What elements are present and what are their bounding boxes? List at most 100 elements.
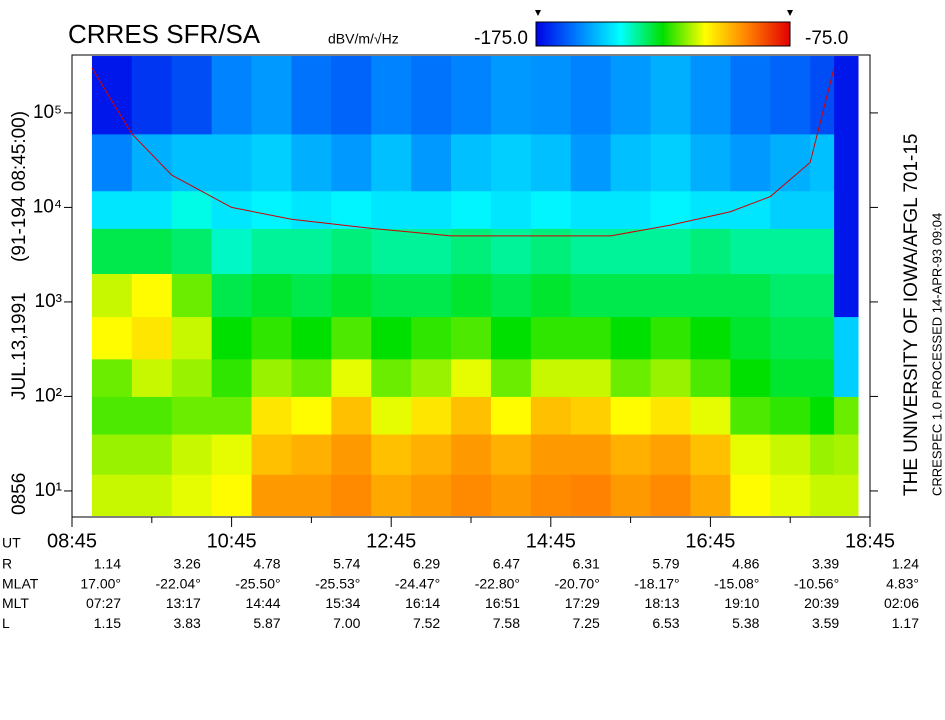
spectrogram-cell [211,396,253,435]
spectrogram-cell [570,474,612,516]
y-tick-label: 10⁵ [33,102,62,123]
spectrogram-cell [411,190,452,229]
spectrogram-cell [834,358,859,397]
spectrogram-cell [650,474,691,516]
ephemeris-value: 02:06 [884,595,919,611]
spectrogram-cell [570,273,612,318]
spectrogram-cell [211,474,253,516]
spectrogram-cell [131,228,173,274]
spectrogram-cell [730,56,771,135]
spectrogram-cell [451,474,492,516]
colorbar-swatch [770,22,773,46]
spectrogram-cell [770,358,811,397]
colorbar-swatch [646,22,649,46]
x-tick-label: 14:45 [526,530,576,552]
spectrogram-cell [211,434,253,475]
colorbar-swatch [576,22,579,46]
colorbar-swatch [690,22,693,46]
colorbar-swatch [566,22,569,46]
colorbar-swatch [538,22,541,46]
colorbar-swatch [590,22,593,46]
colorbar-swatch [546,22,549,46]
spectrogram-cell [291,434,332,475]
colorbar-swatch [678,22,681,46]
colorbar-swatch [650,22,653,46]
spectrogram-cell [834,56,859,135]
spectrogram-cell [451,190,492,229]
colorbar-swatch [660,22,663,46]
spectrogram-cell [834,396,859,435]
spectrogram-cell [251,434,292,475]
ephemeris-value: -10.56° [794,575,839,591]
colorbar-swatch [572,22,575,46]
x-tick-label: 16:45 [685,530,735,552]
colorbar-swatch [656,22,659,46]
spectrogram-cell [834,273,859,318]
ephemeris-value: 7.00 [333,615,360,631]
spectrogram-cell [834,190,859,229]
spectrogram-cell [251,133,292,192]
colorbar-swatch [732,22,735,46]
spectrogram-cell [371,228,412,274]
colorbar-swatch [608,22,611,46]
spectrogram-cell [810,434,835,475]
ephemeris-value: 7.25 [573,615,600,631]
spectrogram-cell [131,133,173,192]
spectrogram-cell [490,474,532,516]
spectrogram-cell [810,133,835,192]
spectrogram-cell [291,316,332,360]
ephemeris-value: -20.70° [555,575,600,591]
spectrogram-cell [730,474,771,516]
spectrogram-cell [291,273,332,318]
spectrogram-cell [251,273,292,318]
colorbar-swatch [582,22,585,46]
spectrogram-cell [610,474,652,516]
spectrogram-cell [730,228,771,274]
colorbar-swatch [540,22,543,46]
colorbar-swatch [724,22,727,46]
colorbar-swatch [712,22,715,46]
colorbar-label: dBV/m/√Hz [328,31,399,47]
spectrogram-cell [690,133,731,192]
x-axis-label: UT [2,535,21,551]
colorbar-swatch [614,22,617,46]
spectrogram-cell [331,133,372,192]
spectrogram-cell [331,316,372,360]
spectrogram-cell [411,273,452,318]
ephemeris-value: 17.00° [80,575,121,591]
spectrogram-cell [810,273,835,318]
colorbar-swatch [644,22,647,46]
colorbar-swatch [726,22,729,46]
colorbar-swatch [652,22,655,46]
spectrogram-cell [834,228,859,274]
ephemeris-value: 5.87 [253,615,280,631]
spectrogram-cell [171,434,213,475]
colorbar-marker [535,10,793,16]
colorbar-swatch [610,22,613,46]
spectrogram-cell [371,190,412,229]
spectrogram-cell [291,56,332,135]
colorbar-swatch [544,22,547,46]
spectrogram-cell [490,133,532,192]
spectrogram-cell [650,56,691,135]
x-tick-label: 10:45 [207,530,257,552]
ephemeris-value: 5.38 [732,615,759,631]
spectrogram-cell [690,273,731,318]
colorbar-swatch [720,22,723,46]
spectrogram-cell [331,190,372,229]
colorbar-swatch [696,22,699,46]
spectrogram-cell [690,396,731,435]
colorbar-swatch [738,22,741,46]
spectrogram-cell [211,358,253,397]
ephemeris-value: 5.74 [333,556,360,572]
spectrogram-cell [530,56,572,135]
colorbar-swatch [756,22,759,46]
ephemeris-value: 4.83° [886,575,919,591]
colorbar-swatch [716,22,719,46]
spectrogram-cell [371,56,412,135]
spectrogram-cell [490,228,532,274]
spectrogram-cell [770,273,811,318]
spectrogram-cell [570,396,612,435]
spectrogram-cell [171,316,213,360]
colorbar-swatch [606,22,609,46]
